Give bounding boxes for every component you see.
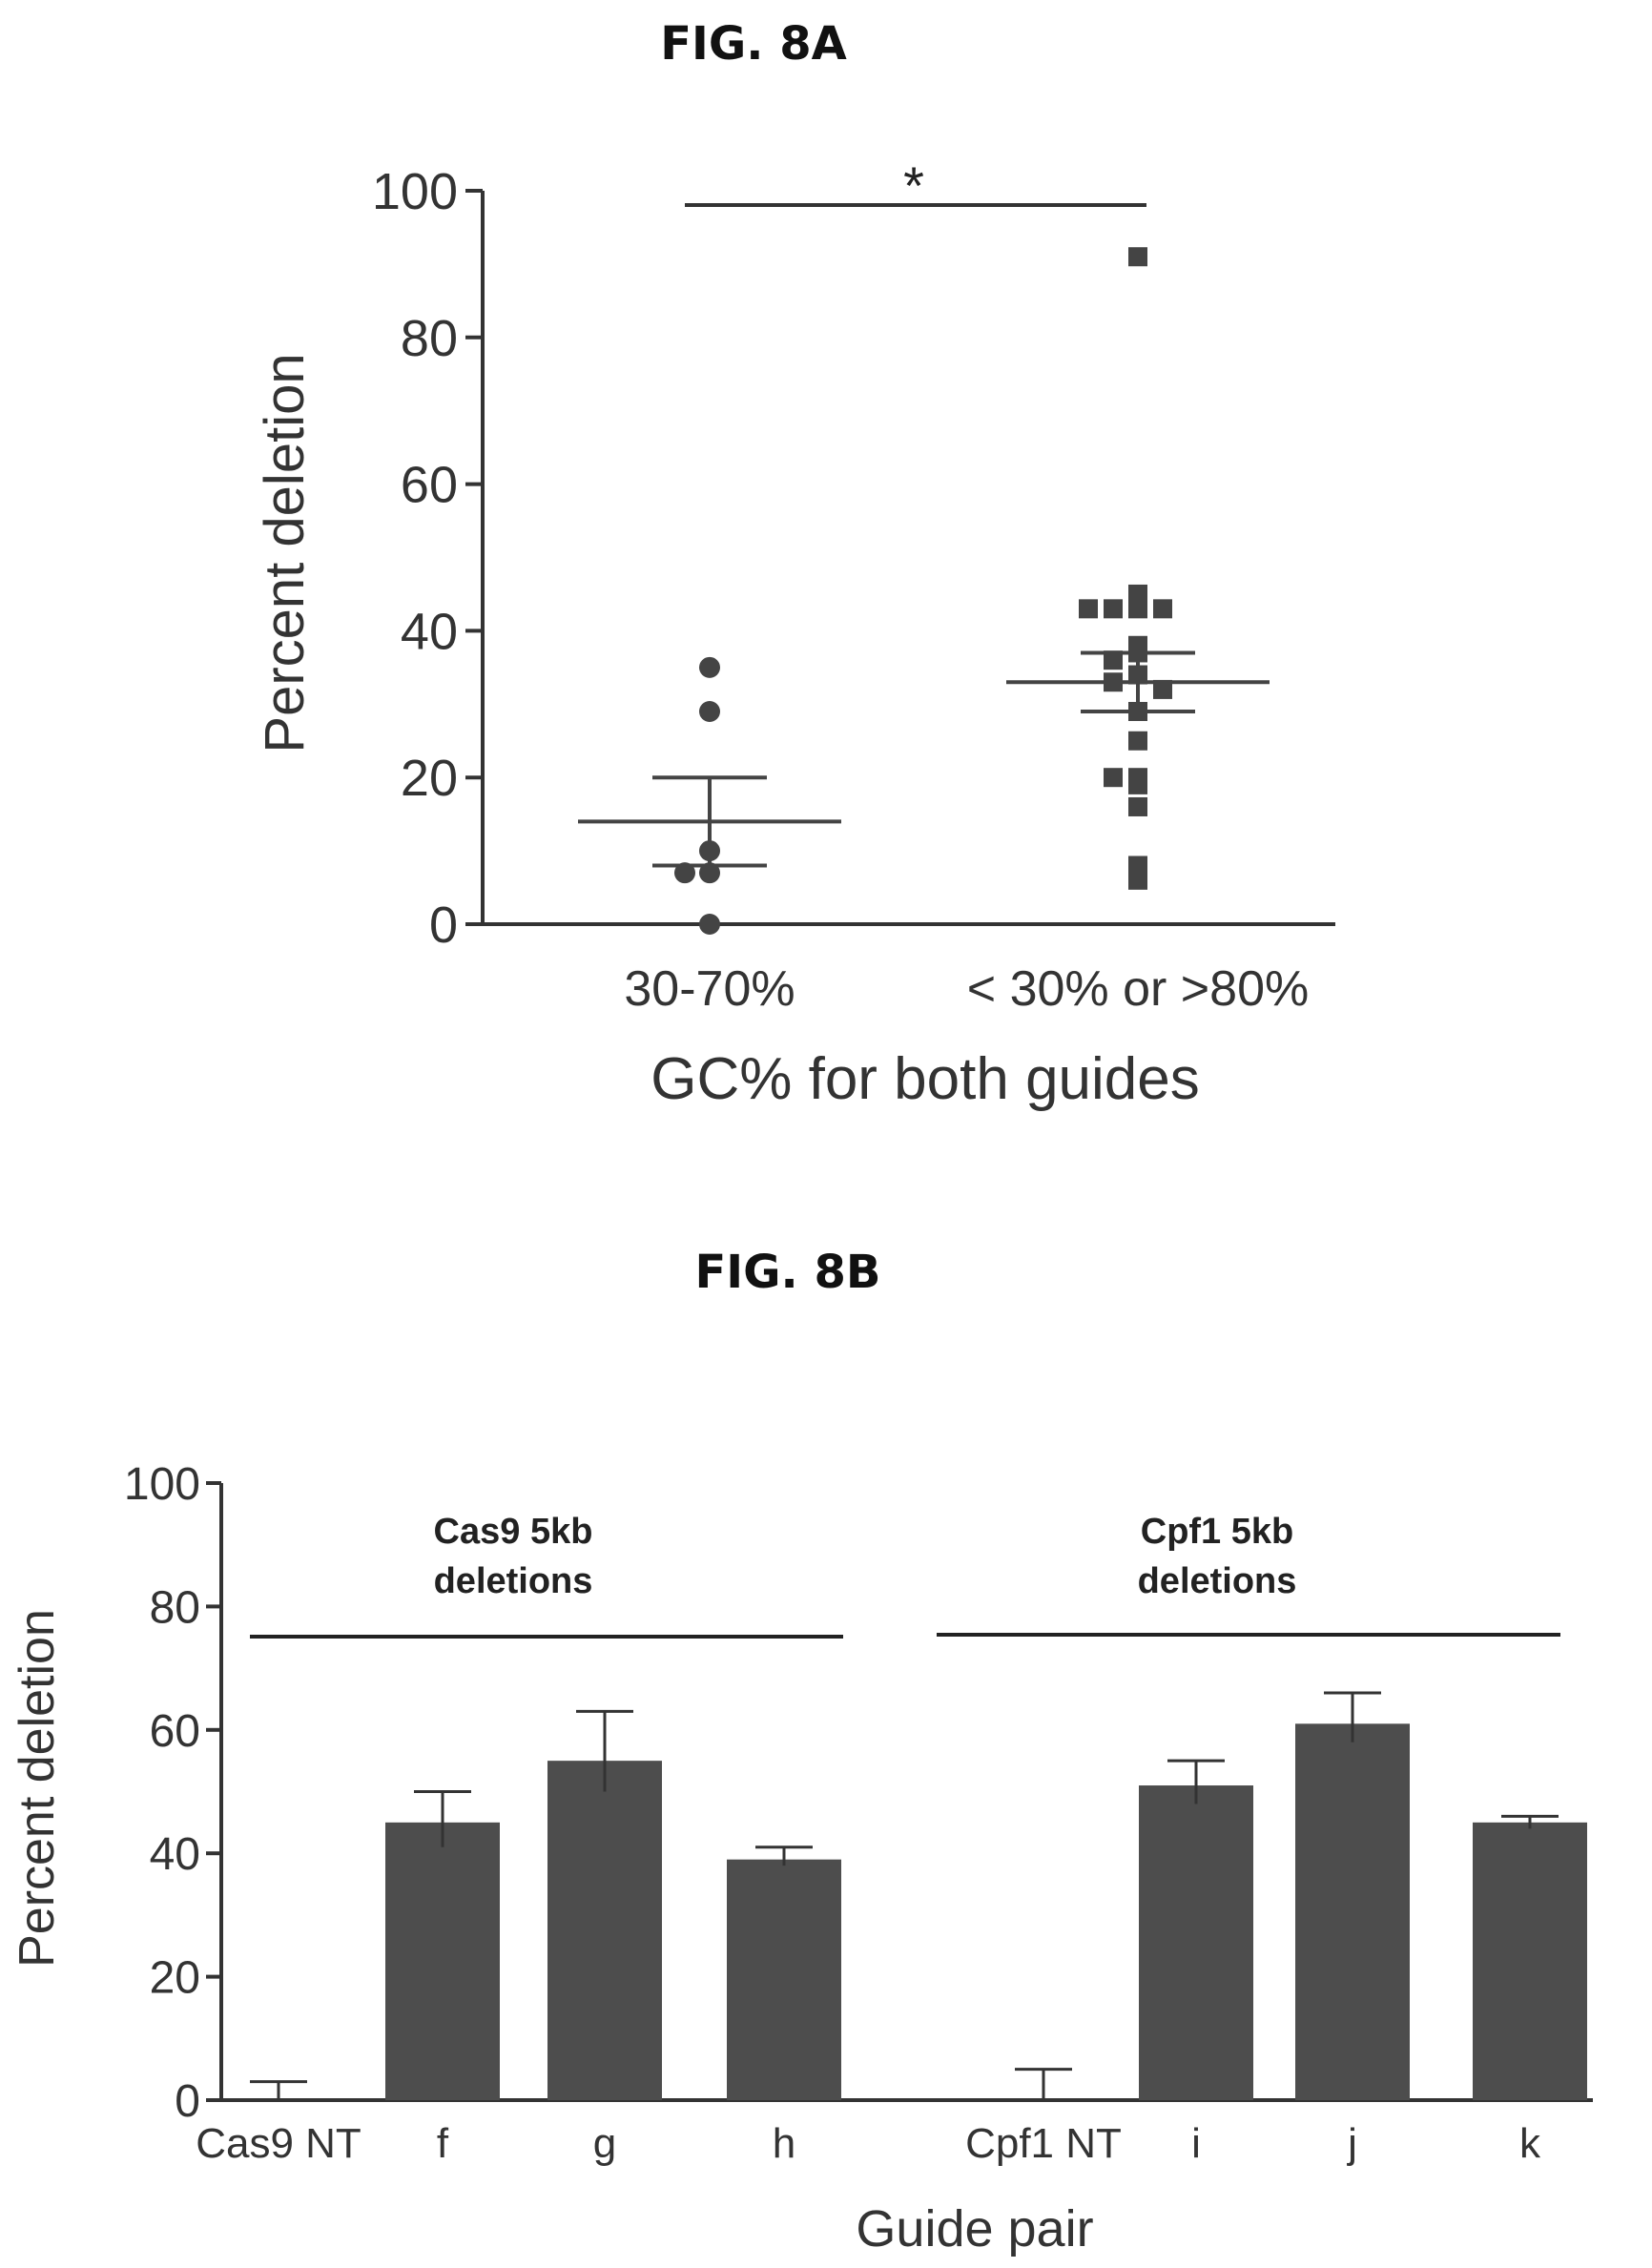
fig-8b-bar (727, 1859, 841, 2100)
fig-8a-y-axis-label: Percent deletion (254, 353, 316, 753)
fig-8b-group-cpf1-line-1: Cpf1 5kb (1141, 1512, 1293, 1552)
fig-8a-data-point (699, 914, 720, 935)
fig-8a-data-point (1128, 774, 1147, 794)
fig-8a-data-point (1128, 731, 1147, 751)
fig-8a-x-category-1: 30-70% (624, 961, 795, 1017)
fig-8b: FIG. 8B 0 20 40 60 80 100 Percent deletion Gu… (10, 1246, 1593, 2258)
fig-8a-data-point (1079, 599, 1098, 619)
fig-8b-y-tick-label: 0 (175, 2076, 200, 2127)
fig-8a-data-point (1153, 599, 1172, 619)
fig-8b-group-cpf1-line-2: deletions (1138, 1561, 1297, 1601)
fig-8a-data-point (699, 862, 720, 884)
fig-8a-data-point (1104, 599, 1123, 619)
fig-8a-data-point (1104, 768, 1123, 788)
fig-8a-plot-area (578, 247, 1270, 935)
fig-8b-x-axis-label: Guide pair (856, 2200, 1093, 2258)
fig-8a: FIG. 8A 0 20 40 60 80 100 Percent deletion 30… (254, 17, 1335, 1112)
fig-8a-y-tick-label: 40 (401, 603, 458, 660)
fig-8a-data-point (674, 862, 695, 884)
fig-8a-data-point (1128, 870, 1147, 890)
fig-8a-x-axis-label: GC% for both guides (650, 1046, 1200, 1112)
fig-8b-x-tick-label: f (437, 2120, 449, 2167)
fig-8a-data-point (1128, 584, 1147, 604)
fig-8b-x-tick-label: j (1346, 2120, 1357, 2167)
fig-8a-data-point (1128, 247, 1147, 267)
fig-8a-title: FIG. 8A (660, 17, 847, 71)
fig-8b-y-tick-label: 100 (124, 1459, 200, 1510)
fig-8b-bar (1139, 1785, 1253, 2100)
fig-8b-group-annotation-cas9: Cas9 5kb deletions (250, 1512, 843, 1639)
fig-8a-data-point (699, 700, 720, 722)
fig-8b-group-annotation-cpf1: Cpf1 5kb deletions (937, 1512, 1560, 1637)
fig-8a-y-tick-label: 20 (401, 750, 458, 807)
fig-8b-y-axis: 0 20 40 60 80 100 (124, 1459, 223, 2127)
fig-8b-group-cas9-line-2: deletions (434, 1561, 593, 1601)
fig-8a-y-tick-label: 80 (401, 310, 458, 367)
fig-8a-data-point (1128, 796, 1147, 816)
fig-8a-y-tick-label: 0 (429, 897, 458, 954)
fig-8a-data-point (699, 656, 720, 678)
fig-8b-bar (385, 1822, 500, 2100)
fig-8a-data-point (1153, 679, 1172, 699)
fig-8a-x-category-2: < 30% or >80% (967, 961, 1309, 1017)
fig-8b-y-tick-label: 80 (150, 1582, 200, 1633)
fig-8b-y-axis-label: Percent deletion (10, 1609, 65, 1968)
fig-8b-y-tick-label: 40 (150, 1829, 200, 1880)
fig-8b-x-tick-label: k (1519, 2120, 1541, 2167)
fig-8a-data-point (1104, 650, 1123, 670)
fig-8b-x-tick-label: i (1191, 2120, 1201, 2167)
fig-8a-significance-star: * (903, 155, 924, 216)
fig-8b-bar (1473, 1822, 1587, 2100)
fig-8b-bar (547, 1761, 662, 2100)
fig-8a-y-tick-label: 60 (401, 457, 458, 514)
fig-8b-bar (1295, 1723, 1410, 2100)
fig-8b-x-tick-label: g (593, 2120, 616, 2167)
fig-8b-y-tick-label: 60 (150, 1706, 200, 1757)
fig-8b-x-tick-label: h (773, 2120, 795, 2167)
fig-8a-data-point (1128, 856, 1147, 876)
fig-8a-data-point (1128, 599, 1147, 619)
fig-8a-significance: * (685, 155, 1146, 216)
fig-8b-x-tick-label: Cpf1 NT (965, 2120, 1122, 2167)
fig-8b-x-tick-label: Cas9 NT (196, 2120, 361, 2167)
fig-8b-title: FIG. 8B (695, 1246, 881, 1299)
fig-8b-plot-area: Cas9 NT f g h Cpf1 NT i j k (196, 1691, 1587, 2167)
fig-8b-y-tick-label: 20 (150, 1953, 200, 2004)
fig-8a-y-axis: 0 20 40 60 80 100 (372, 163, 485, 954)
fig-8b-group-cas9-line-1: Cas9 5kb (434, 1512, 593, 1552)
fig-8a-y-tick-label: 100 (372, 163, 458, 220)
